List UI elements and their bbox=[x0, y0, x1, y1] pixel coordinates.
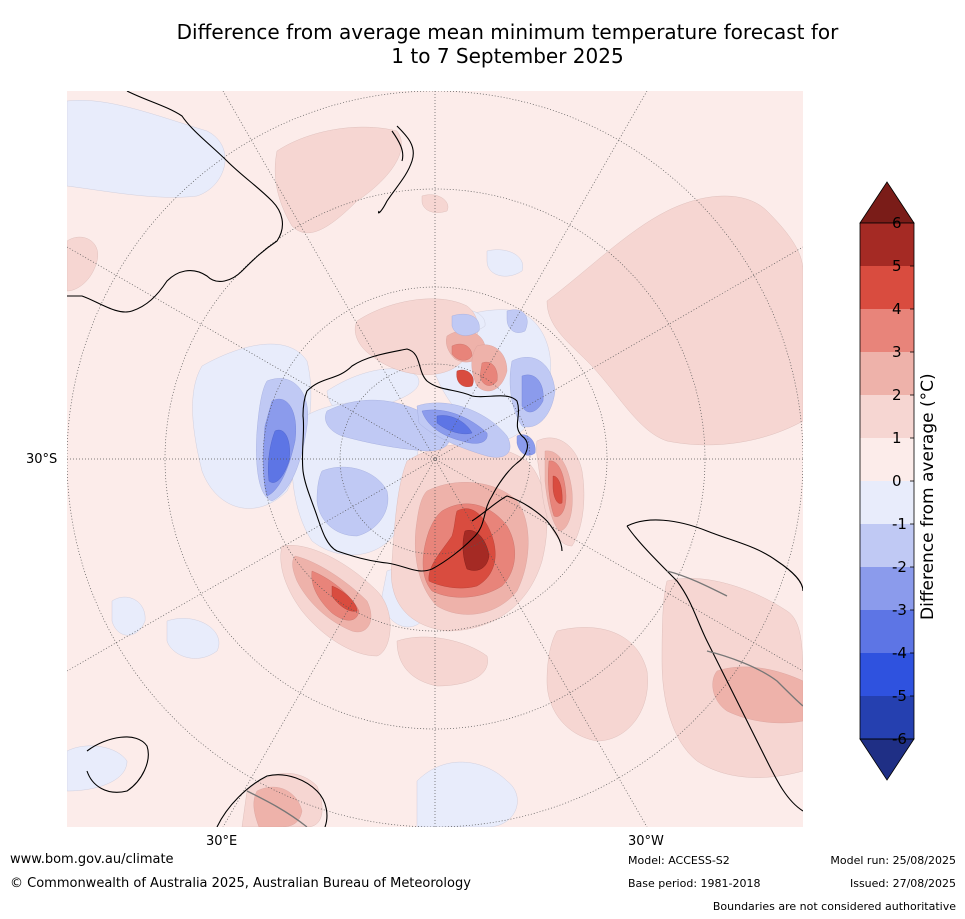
antarctic-peninsula-coast bbox=[471, 495, 563, 552]
lon-label-30e: 30°E bbox=[206, 834, 238, 849]
colorbar-tick-label: -6 bbox=[892, 730, 907, 748]
title-line-1: Difference from average mean minimum tem… bbox=[176, 20, 839, 44]
colorbar-tick-label: 4 bbox=[892, 300, 902, 318]
colorbar-tick-label: 1 bbox=[892, 429, 902, 447]
colorbar-tick-label: -1 bbox=[892, 515, 907, 533]
footer-url[interactable]: www.bom.gov.au/climate bbox=[10, 852, 174, 867]
country-borders bbox=[246, 570, 803, 827]
colorbar-tick-label: -3 bbox=[892, 601, 907, 619]
footer-model: Model: ACCESS-S2 bbox=[628, 854, 730, 867]
lon-label-30w: 30°W bbox=[628, 834, 664, 849]
anomaly-warm-extreme bbox=[462, 530, 490, 571]
new-zealand-coast bbox=[378, 125, 414, 214]
colorbar-cell bbox=[860, 481, 914, 524]
footer-base-period: Base period: 1981-2018 bbox=[628, 877, 761, 890]
africa-coast bbox=[216, 774, 328, 827]
colorbar-cells bbox=[859, 181, 915, 781]
colorbar-cell bbox=[860, 352, 914, 395]
madagascar-coast bbox=[86, 736, 149, 793]
lat-label-30s: 30°S bbox=[26, 452, 58, 467]
colorbar-tick-label: -2 bbox=[892, 558, 907, 576]
colorbar-tick-label: -5 bbox=[892, 687, 907, 705]
colorbar-extend-high bbox=[859, 181, 915, 224]
colorbar: 6 5 4 3 2 1 0 -1 -2 -3 -4 -5 -6 bbox=[859, 181, 915, 781]
australia-coast bbox=[67, 91, 283, 313]
antarctica-coast bbox=[301, 348, 528, 572]
footer-model-run: Model run: 25/08/2025 bbox=[830, 854, 956, 867]
colorbar-cell bbox=[860, 653, 914, 696]
colorbar-tick-label: 5 bbox=[892, 257, 902, 275]
footer-copyright: © Commonwealth of Australia 2025, Austra… bbox=[10, 876, 471, 891]
colorbar-cell bbox=[860, 567, 914, 610]
colorbar-tick-label: 6 bbox=[892, 214, 902, 232]
colorbar-cell bbox=[860, 266, 914, 309]
graticule bbox=[67, 91, 803, 827]
colorbar-cell bbox=[860, 395, 914, 438]
footer-disclaimer: Boundaries are not considered authoritat… bbox=[712, 900, 956, 913]
colorbar-tick-label: -4 bbox=[892, 644, 907, 662]
colorbar-ticks: 6 5 4 3 2 1 0 -1 -2 -3 -4 -5 -6 bbox=[892, 214, 914, 748]
colorbar-cell bbox=[860, 309, 914, 352]
title-line-2: 1 to 7 September 2025 bbox=[391, 44, 624, 68]
colorbar-cell bbox=[860, 223, 914, 266]
colorbar-cell bbox=[860, 438, 914, 481]
colorbar-tick-label: 0 bbox=[892, 472, 902, 490]
temperature-anomaly-map bbox=[67, 91, 803, 827]
footer-issued: Issued: 27/08/2025 bbox=[849, 877, 956, 890]
colorbar-cell bbox=[860, 610, 914, 653]
colorbar-label: Difference from average (°C) bbox=[918, 373, 938, 620]
colorbar-tick-label: 3 bbox=[892, 343, 902, 361]
map-title: Difference from average mean minimum tem… bbox=[60, 20, 955, 68]
coastlines bbox=[67, 91, 803, 827]
colorbar-tick-label: 2 bbox=[892, 386, 902, 404]
colorbar-cell bbox=[860, 696, 914, 739]
colorbar-cell bbox=[860, 524, 914, 567]
south-america-coast bbox=[626, 519, 803, 812]
anomaly-cool-deep bbox=[268, 415, 473, 483]
